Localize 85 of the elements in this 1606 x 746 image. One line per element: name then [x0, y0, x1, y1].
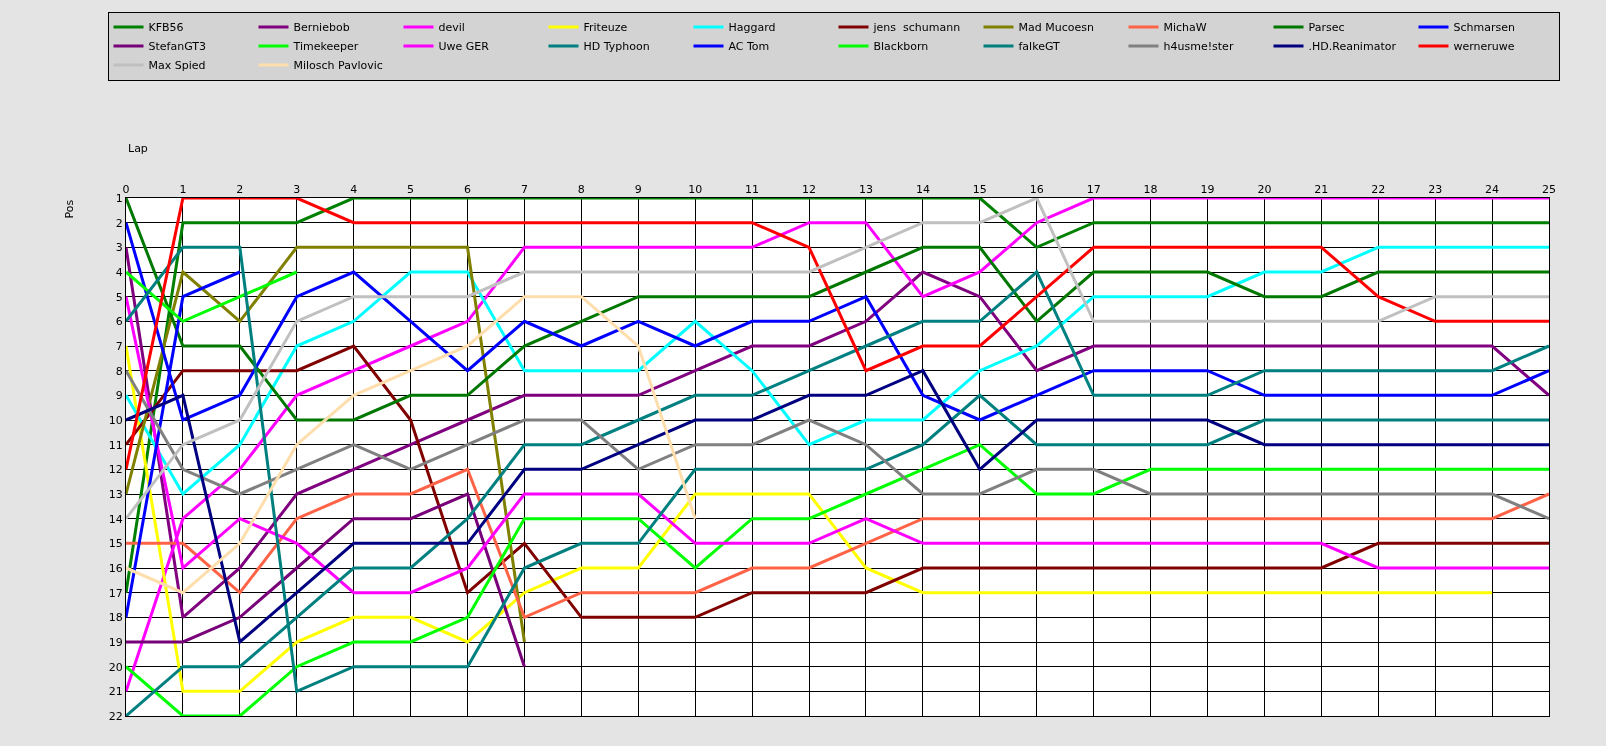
y-tick-label: 11	[108, 438, 123, 452]
x-tick-label: 12	[802, 182, 817, 196]
legend-label: AC Tom	[728, 40, 770, 54]
x-tick-label: 15	[972, 182, 987, 196]
legend-label: Max Spied	[148, 59, 206, 73]
legend-label: falkeGT	[1018, 40, 1061, 54]
x-tick-label: 25	[1542, 182, 1556, 196]
y-tick-label: 18	[108, 611, 123, 625]
x-tick-label: 24	[1485, 182, 1500, 196]
line-series	[126, 198, 1549, 471]
x-tick-label: 9	[634, 182, 642, 196]
legend-label: Parsec	[1308, 21, 1345, 35]
y-tick-label: 4	[115, 265, 123, 279]
legend-label: Uwe GER	[438, 40, 490, 54]
y-tick-label: 12	[108, 463, 123, 477]
y-tick-label: 14	[108, 512, 123, 526]
x-tick-label: 11	[745, 182, 760, 196]
y-tick-label: 22	[108, 709, 123, 723]
line-series	[126, 344, 1494, 693]
x-tick-label: 5	[407, 182, 415, 196]
y-axis-title: Pos	[62, 199, 76, 219]
x-tick-label: 22	[1371, 182, 1386, 196]
x-tick-label: 23	[1428, 182, 1443, 196]
y-tick-label: 13	[108, 487, 123, 501]
legend-label: h4usme!ster	[1163, 40, 1234, 54]
x-tick-label: 7	[520, 182, 528, 196]
x-tick-label: 13	[858, 182, 873, 196]
y-tick-label: 19	[108, 635, 123, 649]
legend-label: Blackborn	[873, 40, 929, 54]
x-tick-label: 21	[1314, 182, 1329, 196]
y-tick-label: 10	[108, 413, 123, 427]
legend-label: StefanGT3	[148, 40, 206, 54]
line-series	[126, 245, 1549, 496]
x-tick-label: 10	[688, 182, 703, 196]
line-series	[126, 344, 1549, 619]
line-series	[126, 198, 1549, 595]
legend-label: Berniebob	[293, 21, 350, 35]
line-series	[126, 245, 1549, 619]
x-tick-label: 16	[1029, 182, 1044, 196]
y-tick-label: 7	[115, 339, 123, 353]
legend-label: Milosch Pavlovic	[293, 59, 383, 73]
legend-label: Timekeeper	[292, 40, 359, 54]
x-tick-label: 17	[1086, 182, 1101, 196]
legend-label: HD Typhoon	[583, 40, 650, 54]
y-tick-label: 16	[108, 561, 123, 575]
legend-label: werneruwe	[1453, 40, 1515, 54]
legend-label: Haggard	[728, 21, 776, 35]
x-tick-label: 3	[293, 182, 301, 196]
x-tick-label: 2	[236, 182, 244, 196]
legend-label: Schmarsen	[1453, 21, 1515, 35]
y-tick-label: 21	[108, 685, 123, 699]
x-tick-label: 1	[179, 182, 187, 196]
x-axis-title: Lap	[128, 142, 148, 155]
legend-label: MichaW	[1163, 21, 1207, 35]
legend-label: .HD.Reanimator	[1308, 40, 1397, 54]
line-series	[126, 369, 1549, 521]
line-series	[126, 492, 526, 669]
y-tick-label: 8	[115, 364, 123, 378]
x-tick-label: 18	[1143, 182, 1158, 196]
y-tick-label: 9	[115, 389, 123, 403]
y-tick-label: 15	[108, 537, 123, 551]
x-tick-label: 4	[350, 182, 358, 196]
y-tick-label: 5	[115, 290, 123, 304]
line-series	[126, 443, 1549, 716]
legend-label: Mad Mucoesn	[1018, 21, 1094, 35]
line-series	[126, 369, 1549, 644]
x-tick-label: 0	[122, 182, 130, 196]
y-tick-label: 2	[115, 216, 123, 230]
y-tick-label: 20	[108, 660, 123, 674]
x-tick-label: 8	[577, 182, 585, 196]
y-tick-label: 6	[115, 315, 123, 329]
line-series	[126, 198, 1549, 521]
x-tick-label: 19	[1200, 182, 1215, 196]
line-series	[126, 295, 697, 595]
y-tick-label: 17	[108, 586, 123, 600]
legend-label: KFB56	[148, 21, 184, 35]
x-tick-label: 20	[1257, 182, 1272, 196]
legend-label: devil	[438, 21, 465, 35]
legend-label: jens schumann	[872, 21, 961, 35]
x-tick-label: 14	[915, 182, 930, 196]
x-tick-label: 6	[464, 182, 472, 196]
y-tick-label: 1	[115, 191, 123, 205]
y-tick-label: 3	[115, 241, 123, 255]
line-series	[126, 467, 1549, 619]
legend-label: Friteuze	[583, 21, 628, 35]
